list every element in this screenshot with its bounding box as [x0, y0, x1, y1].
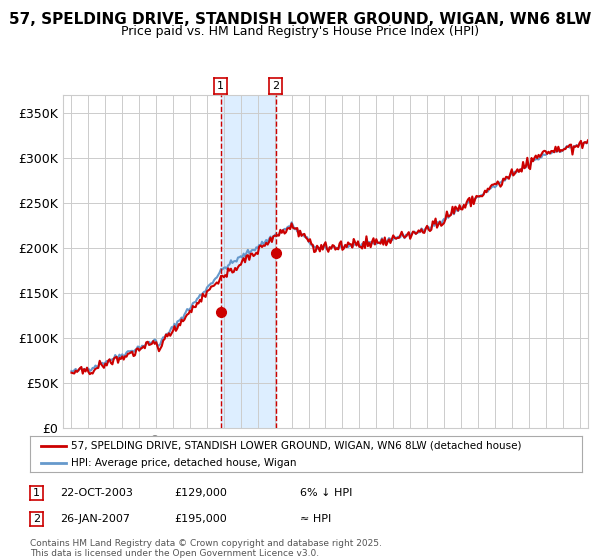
Text: 57, SPELDING DRIVE, STANDISH LOWER GROUND, WIGAN, WN6 8LW (detached house): 57, SPELDING DRIVE, STANDISH LOWER GROUN…: [71, 441, 522, 451]
Text: 2: 2: [33, 514, 40, 524]
Text: 6% ↓ HPI: 6% ↓ HPI: [300, 488, 352, 498]
Text: HPI: Average price, detached house, Wigan: HPI: Average price, detached house, Wiga…: [71, 458, 297, 468]
Text: £129,000: £129,000: [174, 488, 227, 498]
Text: 26-JAN-2007: 26-JAN-2007: [60, 514, 130, 524]
Text: 1: 1: [33, 488, 40, 498]
Text: 22-OCT-2003: 22-OCT-2003: [60, 488, 133, 498]
Text: 2: 2: [272, 81, 280, 91]
Text: 1: 1: [217, 81, 224, 91]
Text: Contains HM Land Registry data © Crown copyright and database right 2025.
This d: Contains HM Land Registry data © Crown c…: [30, 539, 382, 558]
Text: Price paid vs. HM Land Registry's House Price Index (HPI): Price paid vs. HM Land Registry's House …: [121, 25, 479, 38]
Text: £195,000: £195,000: [174, 514, 227, 524]
Text: 57, SPELDING DRIVE, STANDISH LOWER GROUND, WIGAN, WN6 8LW: 57, SPELDING DRIVE, STANDISH LOWER GROUN…: [9, 12, 591, 27]
Text: ≈ HPI: ≈ HPI: [300, 514, 331, 524]
Bar: [221, 95, 276, 428]
